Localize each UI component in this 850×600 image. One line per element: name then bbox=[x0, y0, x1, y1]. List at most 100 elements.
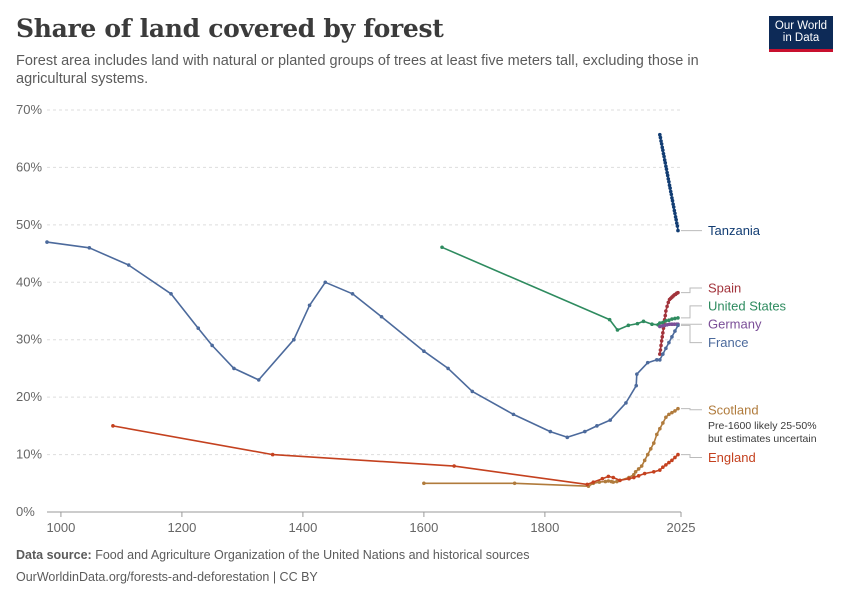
y-tick-label: 0% bbox=[16, 504, 35, 519]
data-point bbox=[670, 458, 674, 463]
data-point bbox=[256, 378, 261, 382]
data-point bbox=[655, 432, 659, 437]
data-point bbox=[661, 320, 665, 325]
data-point bbox=[674, 217, 678, 222]
data-point bbox=[663, 313, 668, 318]
data-point bbox=[292, 337, 296, 342]
data-point bbox=[651, 441, 656, 445]
series-note: Pre-1600 likely 25-50% bbox=[708, 420, 817, 432]
data-point bbox=[669, 192, 674, 197]
data-point bbox=[667, 412, 671, 417]
source-url[interactable]: OurWorldinData.org/forests-and-deforesta… bbox=[16, 570, 318, 584]
y-tick-label: 50% bbox=[16, 217, 42, 232]
data-point bbox=[645, 452, 650, 457]
x-tick-label: 2025 bbox=[667, 520, 696, 535]
data-point bbox=[611, 475, 616, 480]
data-point bbox=[676, 452, 680, 457]
data-point bbox=[676, 323, 680, 328]
x-tick-label: 1000 bbox=[46, 520, 75, 535]
data-point bbox=[661, 421, 665, 425]
data-point bbox=[632, 475, 636, 480]
data-point bbox=[665, 173, 670, 178]
data-point bbox=[651, 470, 656, 474]
logo-line-1: Our World bbox=[774, 20, 828, 32]
data-point bbox=[633, 470, 638, 474]
data-point bbox=[671, 205, 676, 209]
data-point bbox=[636, 474, 641, 478]
data-point bbox=[600, 476, 605, 481]
owid-logo[interactable]: Our World in Data bbox=[769, 16, 833, 52]
data-point bbox=[422, 481, 426, 486]
data-point bbox=[618, 478, 622, 483]
data-point bbox=[608, 418, 613, 422]
x-tick-label: 1600 bbox=[409, 520, 438, 535]
data-point bbox=[661, 151, 666, 156]
data-point bbox=[626, 323, 631, 328]
data-point bbox=[664, 318, 668, 323]
data-point bbox=[661, 331, 665, 335]
series-note: but estimates uncertain bbox=[708, 433, 817, 445]
data-point bbox=[126, 263, 131, 267]
data-point bbox=[662, 158, 667, 162]
data-point bbox=[670, 410, 674, 415]
data-source-label: Data source: bbox=[16, 548, 92, 562]
data-point bbox=[658, 426, 662, 431]
data-point bbox=[615, 479, 619, 484]
data-point bbox=[636, 467, 641, 471]
data-point bbox=[665, 170, 669, 175]
data-point bbox=[674, 221, 679, 225]
x-tick-label: 1800 bbox=[530, 520, 559, 535]
data-point bbox=[658, 468, 662, 472]
data-point bbox=[645, 360, 650, 365]
data-point bbox=[670, 317, 674, 321]
data-source-text: Food and Agriculture Organization of the… bbox=[95, 548, 530, 562]
data-point bbox=[307, 303, 312, 308]
y-tick-label: 30% bbox=[16, 332, 42, 347]
data-point bbox=[655, 358, 659, 362]
data-point bbox=[665, 304, 669, 309]
data-point bbox=[667, 340, 671, 345]
data-point bbox=[664, 415, 668, 420]
data-point bbox=[606, 479, 611, 483]
data-point bbox=[658, 352, 662, 356]
data-point bbox=[648, 447, 653, 451]
data-point bbox=[667, 318, 671, 322]
data-point bbox=[169, 291, 173, 296]
label-connector bbox=[680, 305, 702, 319]
data-point bbox=[673, 409, 677, 413]
data-point bbox=[597, 480, 602, 484]
data-point bbox=[350, 291, 355, 296]
data-point bbox=[196, 326, 201, 331]
y-tick-label: 40% bbox=[16, 274, 42, 289]
data-point bbox=[210, 343, 214, 348]
data-point bbox=[624, 401, 628, 405]
data-point bbox=[663, 161, 668, 165]
data-point bbox=[658, 132, 662, 137]
data-point bbox=[642, 471, 647, 476]
series-label: Germany bbox=[708, 317, 762, 332]
data-point bbox=[379, 314, 384, 319]
data-point bbox=[45, 240, 49, 244]
data-point bbox=[512, 481, 517, 486]
data-point bbox=[676, 406, 680, 411]
data-point bbox=[548, 429, 553, 434]
series-label: Scotland bbox=[708, 402, 759, 417]
data-point bbox=[666, 177, 671, 181]
data-point bbox=[673, 215, 678, 219]
data-point bbox=[661, 465, 665, 470]
data-point bbox=[650, 322, 654, 327]
series-line bbox=[112, 425, 679, 486]
series-line bbox=[423, 407, 679, 488]
chart-title: Share of land covered by forest bbox=[16, 14, 444, 43]
data-point bbox=[664, 346, 668, 351]
data-point bbox=[673, 329, 677, 333]
series-line bbox=[46, 241, 679, 439]
data-point bbox=[675, 224, 680, 228]
data-point bbox=[470, 389, 475, 394]
data-point bbox=[661, 148, 665, 152]
data-point bbox=[658, 321, 662, 325]
data-point bbox=[591, 480, 596, 484]
label-connector bbox=[680, 408, 702, 411]
data-point bbox=[611, 480, 616, 484]
x-tick-label: 1200 bbox=[167, 520, 196, 535]
